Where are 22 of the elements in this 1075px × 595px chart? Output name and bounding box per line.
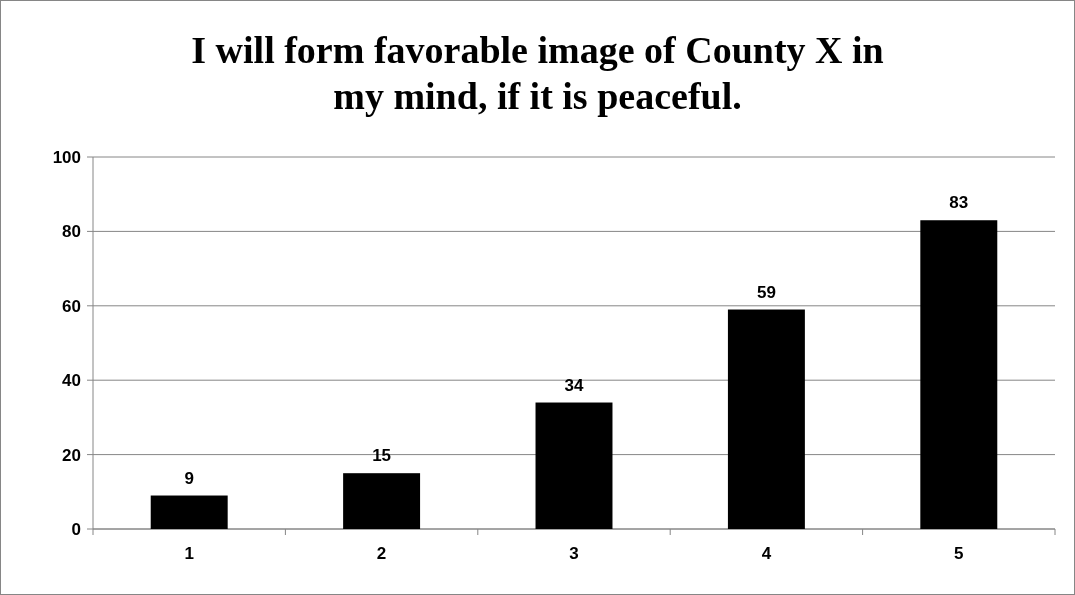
data-label: 59 [756,282,776,302]
bar [920,220,998,529]
bar [343,473,421,529]
bar [535,402,613,529]
data-label: 9 [184,468,194,488]
bar [150,495,228,529]
data-label: 83 [949,193,969,213]
bar [727,309,805,529]
y-tick-label: 80 [62,222,81,242]
y-tick-label: 0 [71,519,81,539]
y-tick-label: 60 [62,296,81,316]
x-tick-label: 1 [184,544,194,563]
x-tick-label: 2 [376,544,387,563]
chart-title: I will form favorable image of County X in my mind, if it is peaceful. [191,29,884,117]
y-tick-label: 100 [52,147,81,167]
data-label: 34 [564,375,584,395]
y-tick-label: 40 [62,371,81,391]
x-tick-label: 5 [954,544,964,563]
x-tick-label: 3 [569,544,579,563]
data-label: 15 [372,446,392,466]
y-tick-label: 20 [62,445,81,465]
x-tick-label: 4 [761,544,772,563]
